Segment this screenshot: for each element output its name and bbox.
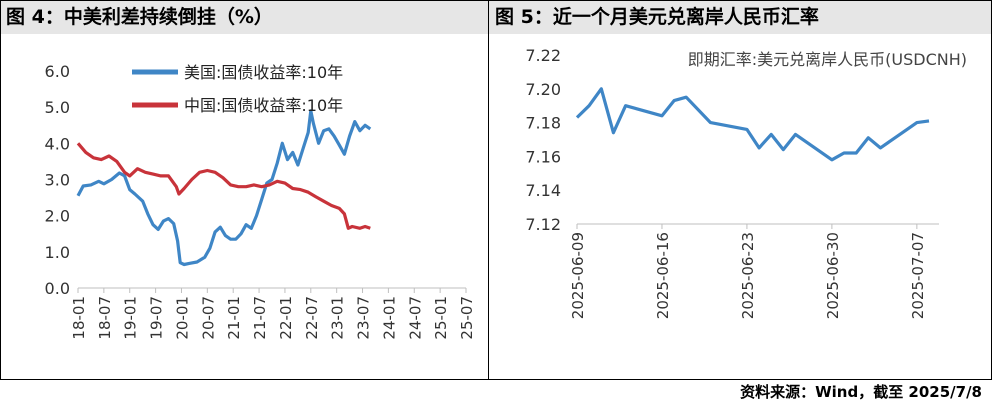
x-tick-label: 2025-06-09	[569, 232, 587, 319]
series-line-us	[76, 109, 372, 267]
legend-label: 即期汇率:美元兑离岸人民币(USDCNH)	[688, 50, 967, 69]
chart-5-title: 图 5：近一个月美元兑离岸人民币汇率	[489, 0, 992, 34]
legend-label: 中国:国债收益率:10年	[184, 96, 343, 115]
x-tick-label: 20-07	[199, 296, 217, 340]
legend-label: 美国:国债收益率:10年	[184, 63, 343, 82]
y-tick-label: 7.16	[525, 147, 561, 166]
x-tick-label: 2025-07-07	[909, 232, 927, 319]
source-note: 资料来源：Wind，截至 2025/7/8	[740, 383, 982, 401]
x-tick-label: 18-07	[96, 296, 114, 340]
report-figure-frame: 图 4：中美利差持续倒挂（%） 图 5：近一个月美元兑离岸人民币汇率 0.0 1.…	[0, 0, 992, 380]
series-line-usdcnh	[575, 87, 930, 162]
x-tick-label: 19-01	[122, 296, 140, 340]
x-tick-label: 21-07	[251, 296, 269, 340]
y-tick-label: 7.18	[525, 114, 561, 133]
y-tick-label: 1.0	[45, 243, 70, 262]
x-tick-label: 2025-06-16	[654, 232, 672, 319]
x-tick-label: 22-01	[277, 296, 295, 340]
series-line-cn	[76, 142, 371, 230]
panel-divider	[488, 0, 489, 380]
x-tick-label: 2025-06-23	[739, 232, 757, 319]
x-tick-label: 22-07	[303, 296, 321, 340]
x-tick-label: 21-01	[225, 296, 243, 340]
chart-5-svg: 7.12 7.14 7.16 7.18 7.20 7.22 2025-06-09 2025-0…	[525, 46, 967, 319]
x-tick-label: 23-07	[355, 296, 373, 340]
x-tick-label: 20-01	[173, 296, 191, 340]
bottom-rule	[0, 379, 992, 380]
y-tick-label: 7.12	[525, 215, 561, 234]
y-tick-label: 7.22	[525, 46, 561, 65]
y-tick-label: 7.20	[525, 80, 561, 99]
y-tick-label: 0.0	[45, 279, 70, 298]
y-tick-label: 7.14	[525, 181, 561, 200]
y-tick-label: 3.0	[45, 171, 70, 190]
y-tick-label: 6.0	[45, 62, 70, 81]
x-tick-label: 2025-06-30	[824, 232, 842, 319]
left-rule	[0, 0, 1, 380]
top-rule	[0, 0, 992, 1]
x-tick-label: 18-01	[70, 296, 88, 340]
x-tick-label: 25-07	[458, 296, 476, 340]
x-tick-label: 23-01	[329, 296, 347, 340]
chart-4-title: 图 4：中美利差持续倒挂（%）	[0, 0, 488, 34]
x-tick-label: 19-07	[148, 296, 166, 340]
y-tick-label: 5.0	[45, 98, 70, 117]
y-tick-label: 4.0	[45, 134, 70, 153]
x-tick-label: 25-01	[432, 296, 450, 340]
y-tick-label: 2.0	[45, 207, 70, 226]
chart-4-svg: 0.0 1.0 2.0 3.0 4.0 5.0 6.0 18-01 18-07 19-01 19-0…	[45, 62, 476, 340]
x-tick-label: 24-07	[406, 296, 424, 340]
x-tick-label: 24-01	[380, 296, 398, 340]
